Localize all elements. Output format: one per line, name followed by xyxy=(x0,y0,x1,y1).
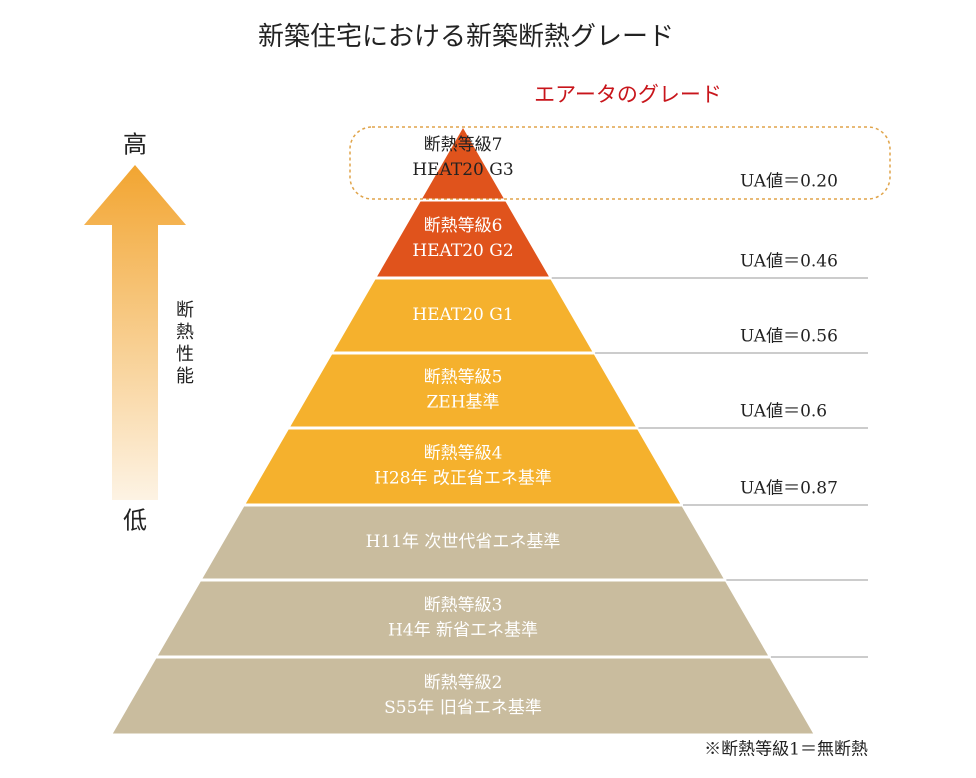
pyramid-layer xyxy=(112,658,814,734)
ua-value: UA値＝0.6 xyxy=(740,402,827,422)
pyramid-layer xyxy=(333,279,593,352)
level-text: 断熱等級4 xyxy=(424,444,503,464)
pyramid-layer xyxy=(422,128,504,199)
level-text: HEAT20 G1 xyxy=(412,305,513,325)
ua-value: UA値＝0.20 xyxy=(740,172,838,192)
ua-value: UA値＝0.87 xyxy=(740,479,838,499)
subtitle: エアータのグレード xyxy=(534,83,722,107)
axis-label: 断熱性能 xyxy=(173,300,194,388)
pyramid-layer xyxy=(245,429,681,504)
level-text: H4年 新省エネ基準 xyxy=(388,621,538,641)
level-text: HEAT20 G3 xyxy=(412,160,513,180)
pyramid: 断熱等級7 HEAT20 G3 UA値＝0.20 断熱等級6 HEAT20 G2 UA値＝… xyxy=(112,128,868,734)
footnote: ※断熱等級1＝無断熱 xyxy=(704,740,868,760)
level-text: HEAT20 G2 xyxy=(412,241,513,261)
level-text: 断熱等級5 xyxy=(424,368,503,388)
performance-arrow xyxy=(84,165,186,500)
level-text: 断熱等級7 xyxy=(424,135,503,155)
pyramid-layer xyxy=(202,506,724,579)
level-text: H28年 改正省エネ基準 xyxy=(374,469,552,489)
pyramid-layer xyxy=(377,201,549,277)
title: 新築住宅における新築断熱グレード xyxy=(258,22,674,52)
level-text: S55年 旧省エネ基準 xyxy=(384,698,542,718)
level-text: 断熱等級2 xyxy=(424,673,503,693)
low-label: 低 xyxy=(123,507,147,535)
high-label: 高 xyxy=(123,131,147,159)
pyramid-layer xyxy=(157,581,769,656)
pyramid-layer xyxy=(290,354,636,427)
level-text: 断熱等級3 xyxy=(424,596,503,616)
highlight-box xyxy=(349,126,891,200)
level-text: 断熱等級6 xyxy=(424,216,503,236)
ua-value: UA値＝0.46 xyxy=(740,252,838,272)
level-text: ZEH基準 xyxy=(426,393,499,413)
level-text: H11年 次世代省エネ基準 xyxy=(366,532,561,552)
ua-value: UA値＝0.56 xyxy=(740,327,838,347)
